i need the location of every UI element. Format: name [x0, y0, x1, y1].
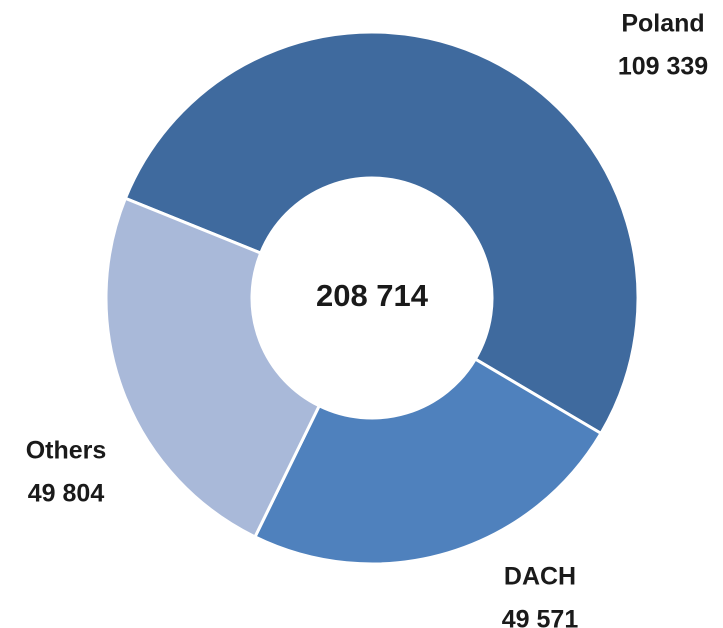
value-label: 49 571 [502, 606, 579, 628]
value-label: 109 339 [618, 53, 708, 81]
value-label: 49 804 [28, 480, 105, 508]
category-label: Others [26, 437, 107, 465]
donut-slice [123, 30, 640, 436]
center-label: 208 714 [316, 278, 429, 313]
category-label: Poland [621, 10, 704, 38]
donut-slice [104, 196, 322, 539]
donut [104, 30, 640, 566]
category-label: DACH [504, 563, 576, 591]
donut-slice [252, 357, 604, 566]
